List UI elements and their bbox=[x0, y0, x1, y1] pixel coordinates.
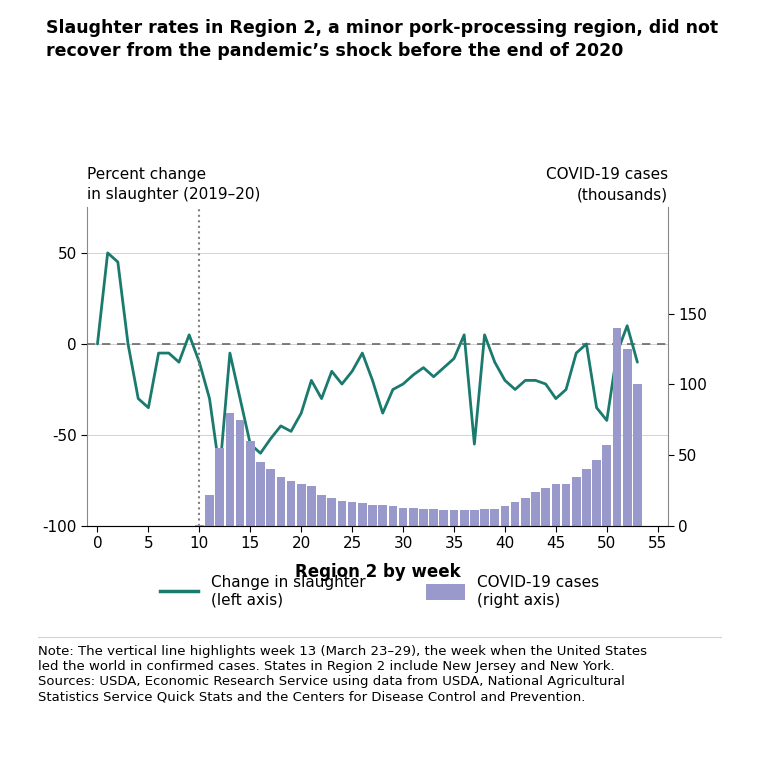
Legend: Change in slaughter
(left axis), COVID-19 cases
(right axis): Change in slaughter (left axis), COVID-1… bbox=[160, 575, 599, 607]
Bar bbox=[521, 498, 530, 526]
Bar bbox=[430, 509, 438, 526]
Bar bbox=[317, 495, 326, 526]
Bar bbox=[327, 498, 336, 526]
Bar bbox=[511, 502, 519, 526]
Bar bbox=[490, 509, 499, 526]
Bar bbox=[480, 509, 489, 526]
Bar bbox=[276, 476, 285, 526]
Bar bbox=[389, 506, 397, 526]
Bar bbox=[439, 511, 448, 526]
Bar bbox=[307, 486, 316, 526]
Text: Slaughter rates in Region 2, a minor pork-processing region, did not: Slaughter rates in Region 2, a minor por… bbox=[46, 19, 718, 37]
Bar bbox=[613, 328, 622, 526]
Bar bbox=[449, 511, 458, 526]
Bar bbox=[562, 484, 570, 526]
Bar bbox=[409, 508, 417, 526]
Bar bbox=[287, 481, 295, 526]
Bar bbox=[379, 505, 387, 526]
Bar bbox=[205, 495, 214, 526]
Bar bbox=[531, 492, 540, 526]
Bar bbox=[541, 488, 550, 526]
Bar bbox=[470, 511, 479, 526]
Bar bbox=[358, 503, 367, 526]
Bar bbox=[623, 349, 631, 526]
Text: Percent change: Percent change bbox=[87, 167, 206, 183]
Bar bbox=[460, 511, 468, 526]
Bar bbox=[633, 385, 641, 526]
Bar bbox=[225, 412, 235, 526]
X-axis label: Region 2 by week: Region 2 by week bbox=[294, 563, 461, 581]
Text: Note: The vertical line highlights week 13 (March 23–29), the week when the Unit: Note: The vertical line highlights week … bbox=[38, 645, 647, 703]
Bar bbox=[592, 459, 601, 526]
Bar bbox=[603, 445, 611, 526]
Bar bbox=[338, 501, 346, 526]
Bar bbox=[398, 508, 408, 526]
Bar bbox=[348, 502, 357, 526]
Bar bbox=[582, 469, 591, 526]
Bar bbox=[246, 441, 254, 526]
Bar bbox=[195, 525, 203, 526]
Bar bbox=[266, 469, 275, 526]
Text: (thousands): (thousands) bbox=[577, 187, 668, 203]
Bar bbox=[368, 505, 376, 526]
Text: in slaughter (2019–20): in slaughter (2019–20) bbox=[87, 187, 260, 203]
Bar bbox=[501, 506, 509, 526]
Bar bbox=[236, 420, 244, 526]
Bar bbox=[216, 449, 224, 526]
Bar bbox=[552, 484, 560, 526]
Bar bbox=[572, 476, 581, 526]
Text: COVID-19 cases: COVID-19 cases bbox=[546, 167, 668, 183]
Text: recover from the pandemic’s shock before the end of 2020: recover from the pandemic’s shock before… bbox=[46, 42, 623, 60]
Bar bbox=[297, 484, 306, 526]
Bar bbox=[256, 462, 265, 526]
Bar bbox=[419, 509, 428, 526]
